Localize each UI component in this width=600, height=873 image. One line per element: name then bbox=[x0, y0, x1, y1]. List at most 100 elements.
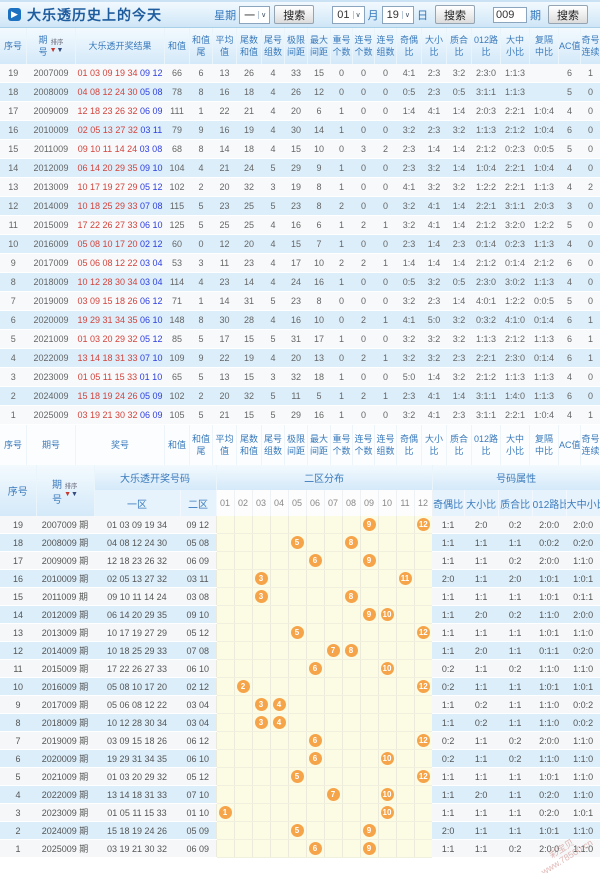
t1-stat: 8 bbox=[189, 139, 213, 159]
t1-stat: 9 bbox=[189, 120, 213, 140]
table-row: 10 2016009 期 05 08 10 17 20 02 12 2 12 0:2 1:1 1… bbox=[0, 677, 600, 696]
week-search-button[interactable]: 搜索 bbox=[274, 5, 315, 24]
t2-seq: 4 bbox=[0, 785, 36, 804]
t2-attr: 1:1 bbox=[464, 587, 499, 606]
zone-cell: 12 bbox=[413, 677, 433, 696]
t1-seq: 5 bbox=[0, 329, 27, 349]
t1-stat: 4:1 bbox=[421, 405, 447, 425]
zone-cell bbox=[215, 785, 234, 804]
t2-front: 04 08 12 24 30 bbox=[94, 533, 180, 552]
zone-cell: 4 bbox=[269, 713, 288, 732]
issue-input[interactable] bbox=[493, 6, 527, 23]
zone-cell bbox=[413, 533, 433, 552]
lottery-ball: 9 bbox=[362, 842, 376, 855]
date-search-button[interactable]: 搜索 bbox=[435, 5, 475, 24]
t1-stat: 23 bbox=[212, 196, 237, 216]
t2-attr: 0:2:0 bbox=[532, 803, 567, 822]
t2-attr: 0:2 bbox=[498, 839, 533, 858]
zone-cell bbox=[323, 569, 342, 588]
t1-stat: 60 bbox=[164, 234, 190, 254]
t1-stat: 2 bbox=[330, 196, 353, 216]
t2-attr: 1:1 bbox=[498, 785, 533, 804]
t1-stat: 1:0:4 bbox=[529, 405, 559, 425]
zone-cell bbox=[359, 587, 378, 606]
t1-stat: 3:2 bbox=[396, 120, 422, 140]
zone-cell bbox=[341, 731, 360, 750]
t1-stat: 1:1:3 bbox=[529, 272, 559, 292]
t1-result: 10 18 25 29 33 07 08 bbox=[75, 196, 165, 216]
t2-attr: 0:0:2 bbox=[532, 533, 567, 552]
t2-back-subheader: 二区 bbox=[180, 490, 217, 516]
zone-cell bbox=[287, 803, 306, 822]
issue-search-button[interactable]: 搜索 bbox=[548, 5, 588, 24]
t1-stat: 2 bbox=[352, 215, 375, 235]
header-text: 尾数 和值 bbox=[239, 35, 258, 57]
t1-stat: 10 bbox=[307, 139, 331, 159]
t1-stat: 20 bbox=[236, 234, 262, 254]
zone-cell bbox=[305, 641, 324, 660]
t1-stat: 6 bbox=[558, 386, 581, 406]
t2-zone-col-header: 08 bbox=[342, 490, 361, 516]
t1-column-header: 极限 间距 bbox=[284, 28, 308, 64]
t1-stat: 5 bbox=[261, 291, 285, 311]
t2-issue: 2022009 期 bbox=[36, 785, 94, 804]
t1-stat: 22 bbox=[212, 101, 237, 121]
t1-stat: 9 bbox=[307, 158, 331, 178]
t1-seq: 13 bbox=[0, 177, 27, 197]
t2-issue: 2007009 期 bbox=[36, 516, 94, 534]
zone-cell bbox=[251, 677, 270, 696]
zone-cell bbox=[251, 641, 270, 660]
t1-seq: 6 bbox=[0, 310, 27, 330]
t1-stat: 14 bbox=[236, 272, 262, 292]
t2-issue: 2014009 期 bbox=[36, 641, 94, 660]
header-text: 最大 间距 bbox=[309, 434, 328, 456]
zone-cell bbox=[413, 641, 433, 660]
t1-stat: 20 bbox=[212, 177, 237, 197]
t2-front: 01 05 11 15 33 bbox=[94, 803, 180, 822]
zone-cell bbox=[251, 749, 270, 768]
zone-cell bbox=[359, 659, 378, 678]
t1-stat: 5 bbox=[189, 329, 213, 349]
t1-stat: 1 bbox=[374, 215, 397, 235]
t1-stat: 29 bbox=[284, 158, 308, 178]
zone-cell bbox=[359, 713, 378, 732]
t2-attr: 1:1 bbox=[432, 605, 465, 624]
issue-sort-control[interactable]: 排序 ▼▼ bbox=[50, 39, 64, 54]
front-numbers: 12 18 23 26 32 bbox=[77, 106, 141, 116]
t2-attr: 1:1 bbox=[464, 569, 499, 588]
t1-stat: 0 bbox=[352, 101, 375, 121]
month-select[interactable]: 01 ∨ bbox=[332, 5, 365, 24]
t2-back: 06 10 bbox=[180, 749, 216, 768]
table-row: 12 2014009 10 18 25 29 33 07 08 115 5 23 25 5 23… bbox=[0, 196, 600, 216]
t1-stat: 18 bbox=[236, 82, 262, 102]
lottery-ball: 9 bbox=[362, 518, 376, 531]
week-select[interactable]: 一 ∨ bbox=[239, 5, 271, 24]
t1-stat: 1:4 bbox=[421, 234, 447, 254]
t1-stat: 6 bbox=[558, 329, 581, 349]
t2-issue: 2009009 期 bbox=[36, 551, 94, 570]
lottery-ball: 6 bbox=[308, 842, 322, 855]
zone-cell bbox=[269, 803, 288, 822]
t1-stat: 3:2:0 bbox=[500, 215, 530, 235]
t1-stat: 8 bbox=[307, 291, 331, 311]
t1-stat: 4:1 bbox=[421, 101, 447, 121]
table-row: 16 2010009 期 02 05 13 27 32 03 11 3 11 2:0 1:1 2… bbox=[0, 569, 600, 588]
t1-stat: 4 bbox=[261, 348, 285, 368]
t2-attr: 0:2:0 bbox=[566, 533, 600, 552]
front-numbers: 17 22 26 27 33 bbox=[77, 220, 141, 230]
day-select[interactable]: 19 ∨ bbox=[381, 5, 414, 24]
t1-result: 10 17 19 27 29 05 12 bbox=[75, 177, 165, 197]
table-row: 3 2023009 01 05 11 15 33 01 10 65 5 13 15 3 32 18… bbox=[0, 367, 600, 387]
t1-column-header: 奇偶比 bbox=[396, 424, 422, 465]
t1-stat: 1:4 bbox=[446, 139, 472, 159]
t1-stat: 2 bbox=[352, 386, 375, 406]
t2-front-subheader: 一区 bbox=[94, 490, 181, 516]
t1-stat: 0 bbox=[352, 234, 375, 254]
t1-stat: 0:5 bbox=[396, 82, 422, 102]
issue-sort-control[interactable]: 排序 ▼▼ bbox=[64, 483, 78, 498]
t1-issue: 2018009 bbox=[26, 272, 76, 292]
back-numbers: 07 08 bbox=[140, 201, 163, 211]
t1-stat: 1:1:3 bbox=[471, 120, 501, 140]
t1-stat: 4:1 bbox=[396, 177, 422, 197]
t1-stat: 3:2 bbox=[421, 348, 447, 368]
